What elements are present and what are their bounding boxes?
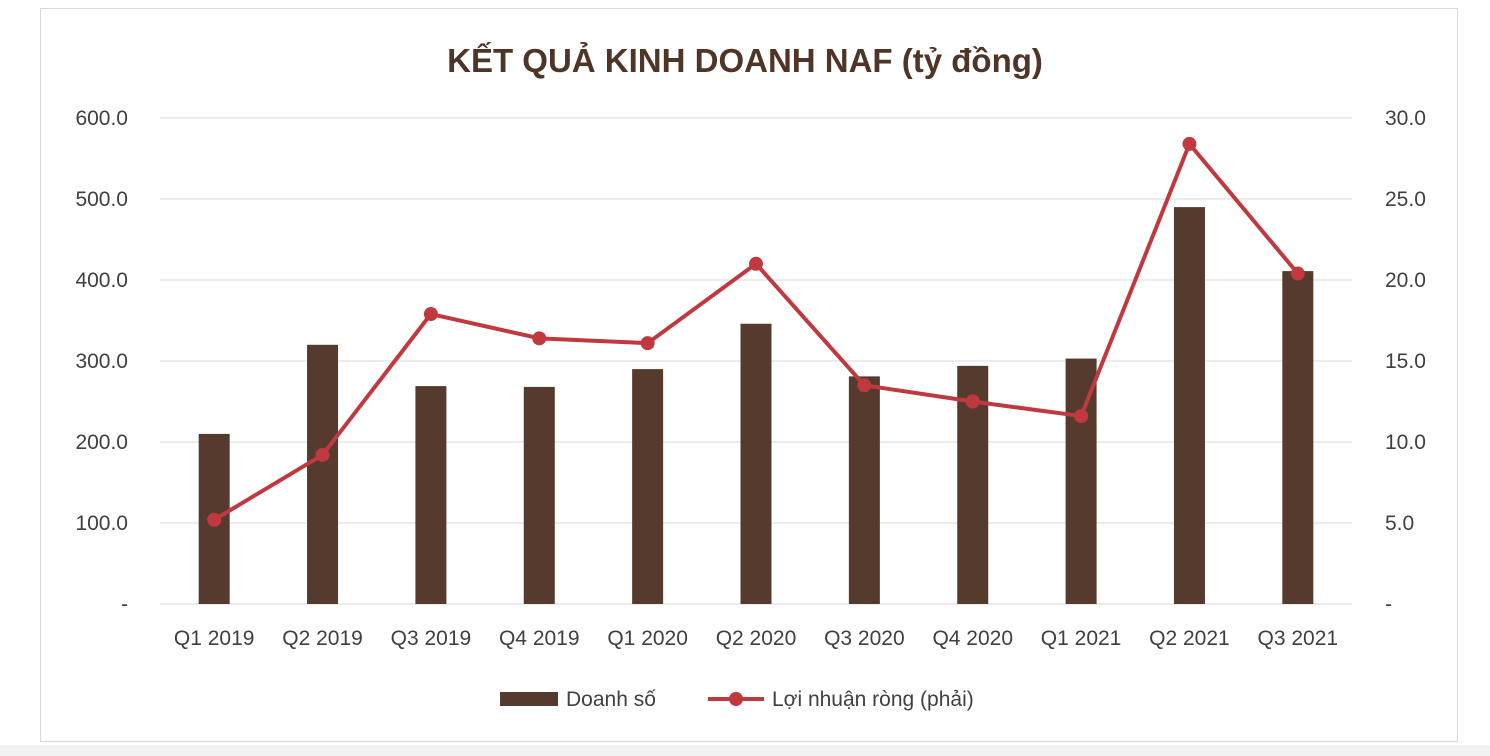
legend: Doanh số Lợi nhuận ròng (phải) xyxy=(500,688,974,711)
bar-doanh-so xyxy=(848,376,880,604)
line-point xyxy=(749,256,763,271)
bottom-strip xyxy=(0,745,1490,756)
bar-doanh-so xyxy=(740,323,772,604)
line-point xyxy=(965,394,980,409)
right-tick-label: - xyxy=(1385,593,1392,616)
legend-label-bar: Doanh số xyxy=(566,688,656,711)
left-tick-label: - xyxy=(121,593,128,616)
bar-doanh-so xyxy=(415,386,447,604)
category-label: Q4 2019 xyxy=(499,627,580,650)
left-tick-label: 600.0 xyxy=(75,107,128,130)
bar-doanh-so xyxy=(1173,207,1205,604)
line-point xyxy=(423,307,438,322)
category-label: Q2 2019 xyxy=(282,627,363,650)
line-point xyxy=(532,331,547,346)
legend-swatch-bar xyxy=(500,692,558,706)
left-tick-label: 300.0 xyxy=(75,350,128,373)
category-label: Q1 2020 xyxy=(607,627,688,650)
category-label: Q1 2019 xyxy=(174,627,255,650)
category-label: Q3 2019 xyxy=(391,627,472,650)
legend-label-line: Lợi nhuận ròng (phải) xyxy=(772,688,974,711)
bar-doanh-so xyxy=(1282,271,1314,604)
line-point xyxy=(315,447,330,462)
category-label: Q3 2020 xyxy=(824,627,905,650)
left-tick-label: 500.0 xyxy=(75,188,128,211)
bar-doanh-so xyxy=(1065,358,1097,604)
legend-swatch-marker xyxy=(729,692,743,706)
category-label: Q3 2021 xyxy=(1258,627,1339,650)
right-axis: - 5.0 10.0 15.0 20.0 25.0 30.0 xyxy=(1385,107,1426,616)
category-axis: Q1 2019 Q2 2019 Q3 2019 Q4 2019 Q1 2020 Q2 20… xyxy=(174,627,1338,650)
line-point xyxy=(1290,266,1305,281)
bar-doanh-so xyxy=(523,386,555,604)
right-tick-label: 5.0 xyxy=(1385,512,1414,535)
right-tick-label: 15.0 xyxy=(1385,350,1426,373)
right-tick-label: 25.0 xyxy=(1385,188,1426,211)
line-point xyxy=(1182,136,1197,151)
right-tick-label: 30.0 xyxy=(1385,107,1426,130)
category-label: Q2 2020 xyxy=(716,627,797,650)
chart-title: KẾT QUẢ KINH DOANH NAF (tỷ đồng) xyxy=(447,42,1043,79)
left-tick-label: 400.0 xyxy=(75,269,128,292)
bar-doanh-so xyxy=(307,344,339,604)
category-label: Q1 2021 xyxy=(1041,627,1122,650)
line-point xyxy=(1074,409,1089,424)
left-tick-label: 200.0 xyxy=(75,431,128,454)
bar-doanh-so xyxy=(632,369,664,604)
right-tick-label: 20.0 xyxy=(1385,269,1426,292)
category-label: Q4 2020 xyxy=(932,627,1013,650)
bar-series xyxy=(198,207,1314,604)
line-series xyxy=(207,136,1305,527)
left-axis: - 100.0 200.0 300.0 400.0 500.0 600.0 xyxy=(75,107,128,616)
line-point xyxy=(640,336,655,351)
right-tick-label: 10.0 xyxy=(1385,431,1426,454)
left-tick-label: 100.0 xyxy=(75,512,128,535)
line-point xyxy=(207,512,222,527)
line-point xyxy=(857,378,872,393)
category-label: Q2 2021 xyxy=(1149,627,1230,650)
